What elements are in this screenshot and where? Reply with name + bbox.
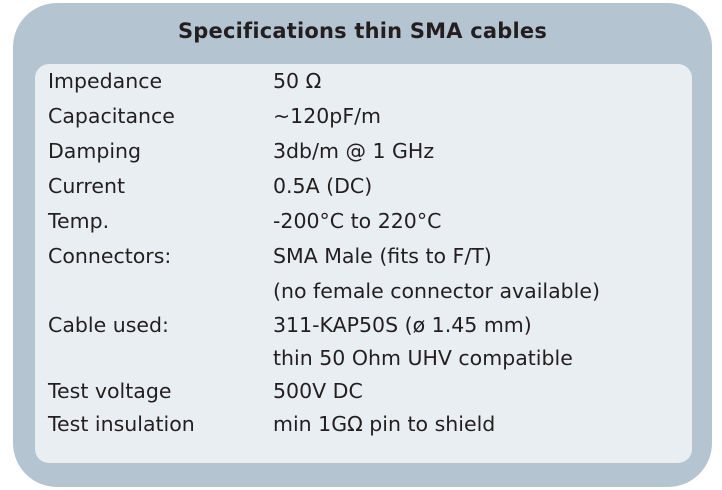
spec-label: Current [48,174,125,198]
spec-value: (no female connector available) [273,279,600,303]
spec-card: Specifications thin SMA cables Impedance… [13,3,712,487]
spec-label: Test insulation [48,412,195,436]
spec-value: min 1GΩ pin to shield [273,412,496,436]
spec-title: Specifications thin SMA cables [177,19,548,43]
spec-value: -200°C to 220°C [273,209,442,233]
spec-table: Impedance 50 Ω Capacitance ~120pF/m Damping 3… [35,64,692,463]
spec-label: Capacitance [48,104,175,128]
spec-value: 0.5A (DC) [273,174,373,198]
spec-value: 3db/m @ 1 GHz [273,139,435,163]
spec-label: Connectors: [48,244,172,268]
spec-value: 311-KAP50S (ø 1.45 mm) [273,313,532,337]
spec-value: ~120pF/m [273,104,381,128]
spec-label: Temp. [48,209,110,233]
spec-label: Damping [48,139,142,163]
spec-value: thin 50 Ohm UHV compatible [273,346,573,370]
spec-label: Test voltage [48,379,172,403]
spec-value: SMA Male (fits to F/T) [273,244,492,268]
spec-value: 50 Ω [273,69,322,93]
spec-label: Impedance [48,69,163,93]
spec-value: 500V DC [273,379,363,403]
spec-label: Cable used: [48,313,169,337]
